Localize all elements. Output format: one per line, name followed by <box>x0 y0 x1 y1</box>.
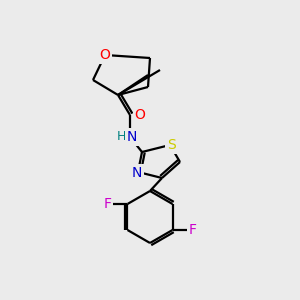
Text: N: N <box>132 166 142 180</box>
Text: F: F <box>188 223 196 237</box>
Text: F: F <box>103 197 112 211</box>
Text: H: H <box>116 130 126 143</box>
Text: O: O <box>100 48 110 62</box>
Text: S: S <box>167 138 176 152</box>
Text: O: O <box>135 108 146 122</box>
Text: N: N <box>127 130 137 144</box>
